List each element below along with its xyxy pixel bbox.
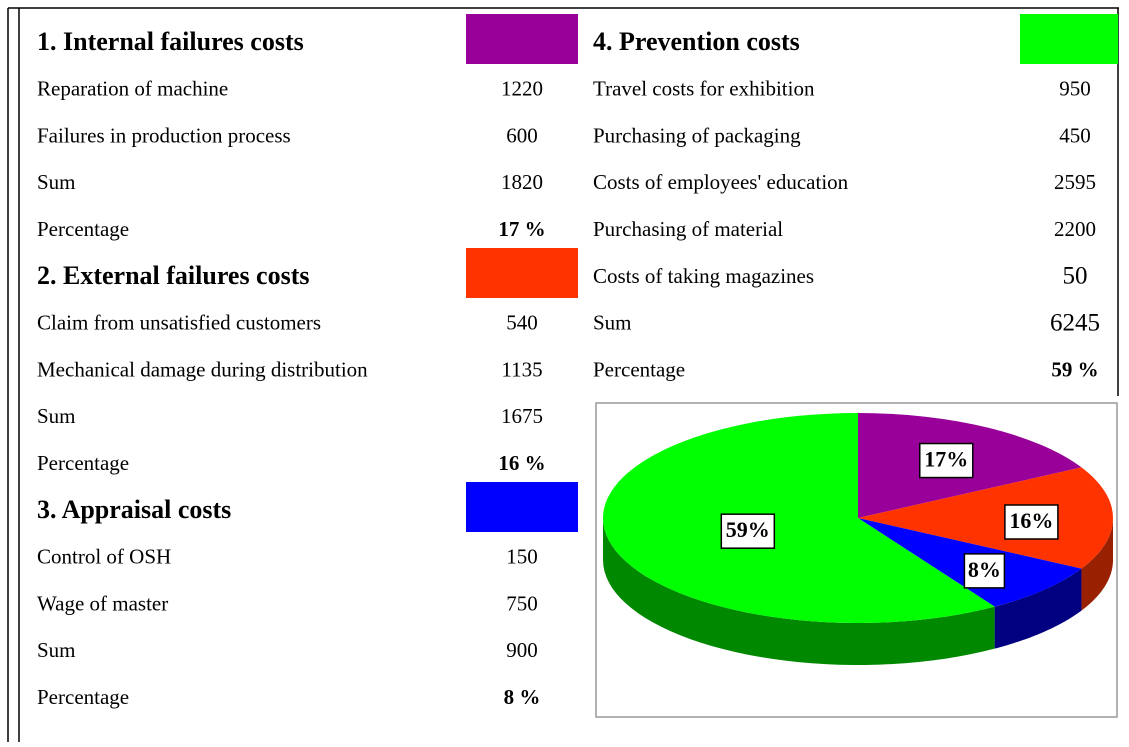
item-value: 950 [1059, 77, 1091, 101]
section-title: 3. Appraisal costs [37, 495, 231, 524]
item-value: 900 [506, 638, 538, 662]
item-label: Sum [37, 638, 76, 662]
item-label: Claim from unsatisfied customers [37, 311, 321, 335]
item-label: Sum [593, 311, 632, 335]
item-value: 600 [506, 123, 538, 147]
item-label: Travel costs for exhibition [593, 77, 815, 101]
item-value: 2200 [1054, 217, 1096, 241]
item-value: 6245 [1050, 310, 1100, 337]
item-value: 450 [1059, 123, 1091, 147]
item-value: 1820 [501, 170, 543, 194]
pie-label-box [919, 442, 974, 479]
color-swatch [466, 14, 578, 64]
pie-slice [603, 413, 995, 623]
item-label: Control of OSH [37, 545, 171, 569]
item-value: 2595 [1054, 170, 1096, 194]
item-value: 16 % [498, 451, 545, 475]
section-title: 1. Internal failures costs [37, 27, 304, 56]
item-label: Reparation of machine [37, 77, 228, 101]
pie-slice [858, 467, 1113, 569]
item-label: Percentage [593, 357, 685, 381]
item-label: Percentage [37, 685, 129, 709]
item-label: Percentage [37, 451, 129, 475]
item-label: Failures in production process [37, 123, 291, 147]
item-value: 59 % [1051, 357, 1098, 381]
pie-label: 59% [726, 517, 770, 542]
item-label: Sum [37, 170, 76, 194]
item-value: 540 [506, 311, 538, 335]
pie-label-box [720, 513, 776, 549]
item-label: Costs of taking magazines [593, 264, 814, 288]
section-title: 2. External failures costs [37, 261, 310, 290]
color-swatch [466, 482, 578, 532]
pie-side [994, 568, 1082, 649]
pie-label: 8% [968, 557, 1001, 582]
item-label: Mechanical damage during distribution [37, 357, 368, 381]
item-value: 1220 [501, 77, 543, 101]
pie-label: 16% [1009, 508, 1053, 533]
color-swatch [466, 248, 578, 298]
item-label: Purchasing of material [593, 217, 783, 241]
item-value: 50 [1063, 263, 1088, 290]
item-value: 8 % [504, 685, 541, 709]
item-label: Wage of master [37, 591, 168, 615]
pie-label-box [963, 553, 1006, 589]
section-title: 4. Prevention costs [593, 27, 800, 56]
item-value: 1675 [501, 404, 543, 428]
pie-side [603, 518, 995, 665]
pie-label: 17% [924, 447, 968, 472]
pie-side [1081, 518, 1113, 611]
item-label: Purchasing of packaging [593, 123, 801, 147]
item-label: Sum [37, 404, 76, 428]
color-swatch [1020, 14, 1118, 64]
item-label: Percentage [37, 217, 129, 241]
item-value: 750 [506, 591, 538, 615]
item-label: Costs of employees' education [593, 170, 849, 194]
pie-label-box [1004, 504, 1059, 540]
item-value: 150 [506, 545, 538, 569]
item-value: 17 % [498, 217, 545, 241]
item-value: 1135 [501, 357, 542, 381]
